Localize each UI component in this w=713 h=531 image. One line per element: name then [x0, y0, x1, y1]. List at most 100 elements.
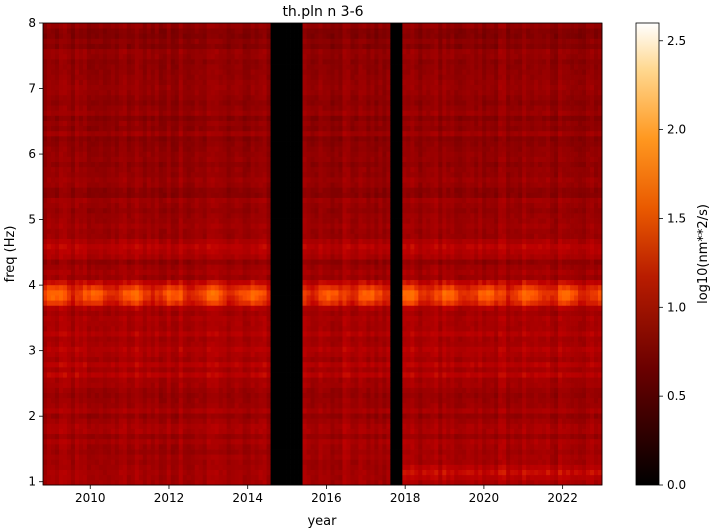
heatmap-cell [78, 259, 84, 265]
heatmap-cell [150, 418, 156, 424]
heatmap-cell [182, 171, 188, 178]
heatmap-cell [98, 248, 104, 255]
heatmap-cell [166, 166, 172, 173]
heatmap-cell [174, 438, 180, 445]
heatmap-cell [186, 284, 192, 291]
heatmap-cell [234, 151, 240, 157]
heatmap-cell [218, 315, 224, 322]
heatmap-cell [182, 156, 188, 162]
heatmap-cell [82, 310, 88, 316]
heatmap-cell [202, 141, 208, 147]
heatmap-cell [226, 48, 232, 55]
heatmap-cell [46, 284, 52, 291]
heatmap-cell [106, 315, 112, 322]
heatmap-cell [78, 105, 84, 111]
heatmap-cell [198, 182, 204, 188]
heatmap-cell [210, 48, 216, 55]
heatmap-cell [234, 135, 240, 142]
heatmap-cell [102, 110, 108, 116]
heatmap-cell [162, 130, 168, 137]
heatmap-cell [150, 43, 156, 50]
heatmap-cell [54, 125, 60, 132]
heatmap-cell [58, 84, 64, 91]
heatmap-cell [118, 264, 124, 270]
heatmap-cell [162, 320, 168, 327]
heatmap-cell [234, 356, 240, 363]
heatmap-cell [246, 474, 252, 481]
heatmap-cell [258, 413, 263, 419]
heatmap-cell [174, 300, 180, 306]
heatmap-cell [178, 428, 184, 435]
heatmap-cell [222, 79, 228, 85]
heatmap-cell [246, 408, 252, 414]
heatmap-cell [90, 84, 96, 91]
heatmap-cell [214, 89, 220, 96]
heatmap-cell [246, 418, 252, 424]
heatmap-cell [178, 141, 184, 147]
heatmap-cell [166, 259, 172, 265]
heatmap-cell [94, 238, 100, 245]
heatmap-cell [182, 295, 188, 301]
heatmap-cell [110, 182, 116, 188]
heatmap-cell [238, 443, 244, 450]
heatmap-cell [158, 361, 164, 368]
heatmap-cell [106, 243, 112, 250]
heatmap-cell [46, 223, 52, 229]
heatmap-cell [222, 28, 228, 34]
heatmap-cell [114, 479, 120, 486]
heatmap-cell [154, 315, 160, 322]
heatmap-cell [190, 372, 196, 378]
heatmap-cell [94, 161, 100, 168]
heatmap-cell [150, 366, 156, 373]
heatmap-cell [102, 479, 108, 486]
heatmap-cell [238, 94, 244, 101]
heatmap-cell [58, 356, 64, 363]
heatmap-cell [118, 331, 124, 337]
heatmap-cell [258, 125, 263, 132]
heatmap-cell [198, 207, 204, 214]
heatmap-cell [130, 243, 136, 250]
heatmap-cell [166, 243, 172, 250]
heatmap-cell [62, 151, 68, 157]
heatmap-cell [194, 382, 200, 388]
heatmap-cell [150, 218, 156, 224]
heatmap-cell [226, 228, 232, 234]
heatmap-cell [90, 387, 96, 393]
heatmap-cell [206, 161, 212, 168]
heatmap-cell [242, 58, 248, 65]
heatmap-cell [150, 305, 156, 311]
heatmap-cell [110, 53, 116, 60]
heatmap-cell [214, 423, 220, 429]
heatmap-cell [46, 84, 52, 91]
heatmap-cell [78, 315, 84, 322]
heatmap-cell [234, 84, 240, 91]
heatmap-cell [226, 33, 232, 39]
heatmap-cell [66, 418, 72, 424]
heatmap-cell [250, 135, 256, 142]
heatmap-cell [78, 341, 84, 347]
heatmap-cell [230, 469, 236, 476]
heatmap-cell [190, 305, 196, 311]
heatmap-cell [222, 366, 228, 373]
heatmap-cell [258, 336, 263, 342]
heatmap-cell [138, 284, 144, 291]
heatmap-cell [214, 182, 220, 188]
heatmap-cell [86, 397, 92, 404]
heatmap-cell [226, 64, 232, 70]
heatmap-cell [94, 351, 100, 358]
heatmap-cell [206, 23, 212, 29]
heatmap-cell [106, 351, 112, 358]
heatmap-cell [182, 325, 188, 332]
heatmap-cell [242, 146, 248, 152]
heatmap-cell [230, 269, 236, 275]
heatmap-cell [122, 259, 128, 265]
heatmap-cell [246, 74, 252, 80]
heatmap-cell [190, 48, 196, 55]
heatmap-cell [78, 325, 84, 332]
heatmap-cell [62, 64, 68, 70]
heatmap-cell [94, 74, 100, 80]
heatmap-cell [138, 33, 144, 39]
heatmap-cell [98, 197, 104, 204]
heatmap-cell [170, 351, 176, 358]
heatmap-cell [258, 135, 263, 142]
